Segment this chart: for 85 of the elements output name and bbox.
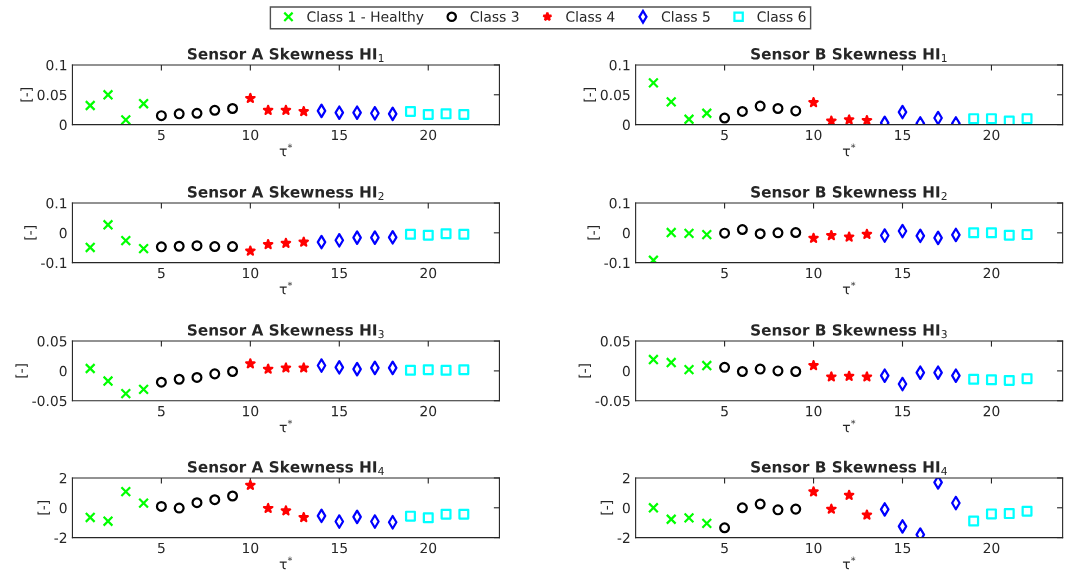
x-tick-label: 10 [243,129,259,141]
y-tick-label: 0.05 [37,336,67,347]
y-tick-label: 0.1 [46,197,67,209]
y-tick-label: -0.05 [32,395,67,407]
x-tick-label: 15 [331,129,347,141]
y-tick-label: 0 [59,119,67,131]
legend-label: Class 1 - Healthy [307,11,424,25]
y-tick-label: -0.1 [41,257,67,269]
x-tick-label: 15 [895,542,911,554]
x-tick-label: 5 [721,406,728,417]
chart-title: Sensor A Skewness HI$_{2}$ [187,185,384,200]
x-tick-label: 5 [158,406,165,417]
chart-title: Sensor A Skewness HI$_{1}$ [187,47,384,62]
x-tick-label: 20 [420,405,437,417]
x-axis-title: τ$^{*}$ [279,419,293,433]
x-tick-label: 20 [420,129,437,141]
y-tick-label: 0 [59,365,67,377]
x-axis-title: τ$^{*}$ [279,143,293,157]
x-tick-label: 15 [895,267,911,279]
y-tick-label: -0.1 [604,257,630,269]
x-axis-title: τ$^{*}$ [279,556,293,570]
legend-label: Class 3 [470,11,519,22]
legend-label: Class 6 [757,11,806,22]
y-axis-title: [-] [15,364,28,378]
x-tick-label: 5 [158,129,165,141]
chart-title: Sensor A Skewness HI$_{4}$ [187,460,384,475]
x-tick-label: 5 [721,267,728,279]
x-tick-label: 10 [243,542,259,554]
y-tick-label: -2 [54,532,67,543]
chart-title: Sensor B Skewness HI$_{3}$ [751,323,947,339]
y-tick-label: 0.05 [600,336,630,347]
x-tick-label: 15 [331,406,347,417]
x-tick-label: 5 [721,129,728,141]
x-axis-title: τ$^{*}$ [842,419,856,433]
y-tick-label: 0 [622,119,630,131]
x-axis-title: τ$^{*}$ [842,556,856,570]
y-axis-title: [-] [587,226,600,240]
y-tick-label: -0.05 [595,395,630,407]
legend-label: Class 5 [661,11,710,22]
x-tick-label: 5 [158,542,165,554]
x-axis-title: τ$^{*}$ [842,143,856,157]
y-axis-title: [-] [583,88,597,102]
x-tick-label: 20 [983,405,1000,417]
y-tick-label: 2 [59,472,67,484]
y-tick-label: 0 [622,502,630,514]
x-axis-title: τ$^{*}$ [842,281,856,295]
y-tick-label: 0 [59,227,67,239]
y-tick-label: 0.1 [609,197,630,209]
y-tick-label: 0.05 [600,89,630,101]
y-tick-label: 0.05 [37,89,67,101]
x-tick-label: 10 [243,267,259,279]
y-tick-label: 0 [622,365,630,377]
y-tick-label: 0 [59,502,67,514]
y-axis-title: [-] [37,501,50,515]
y-tick-label: -2 [617,532,630,543]
x-tick-label: 10 [243,405,259,417]
x-tick-label: 20 [983,129,1000,141]
x-tick-label: 15 [331,267,347,279]
y-tick-label: 0 [622,227,630,239]
x-tick-label: 20 [983,267,1000,279]
y-axis-title: [-] [578,364,591,378]
x-tick-label: 20 [420,542,437,554]
x-tick-label: 10 [806,129,822,141]
y-axis-title: [-] [24,226,37,240]
x-tick-label: 15 [895,406,911,417]
chart-title: Sensor B Skewness HI$_{2}$ [751,185,947,200]
y-tick-label: 2 [622,472,630,484]
x-tick-label: 5 [721,542,728,554]
legend-label: Class 4 [566,11,615,22]
x-tick-label: 20 [983,542,1000,554]
x-tick-label: 10 [806,542,822,554]
chart-title: Sensor B Skewness HI$_{1}$ [751,47,947,62]
x-tick-label: 5 [158,267,165,279]
x-tick-label: 10 [806,267,822,279]
x-tick-label: 15 [331,542,347,554]
x-tick-label: 10 [806,405,822,417]
y-axis-title: [-] [600,501,614,515]
y-tick-label: 0.1 [609,59,630,71]
y-axis-title: [-] [20,88,33,102]
y-tick-label: 0.1 [46,59,67,71]
chart-title: Sensor B Skewness HI$_{4}$ [751,460,947,475]
x-tick-label: 20 [420,267,437,279]
x-tick-label: 15 [895,129,911,141]
chart-title: Sensor A Skewness HI$_{3}$ [187,323,384,339]
x-axis-title: τ$^{*}$ [279,281,293,295]
